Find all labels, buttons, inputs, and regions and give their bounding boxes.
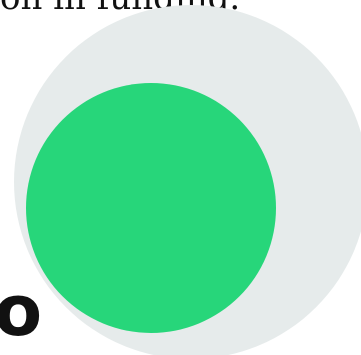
inner-circle <box>26 83 276 333</box>
cropped-text-fragment: o <box>0 270 43 352</box>
